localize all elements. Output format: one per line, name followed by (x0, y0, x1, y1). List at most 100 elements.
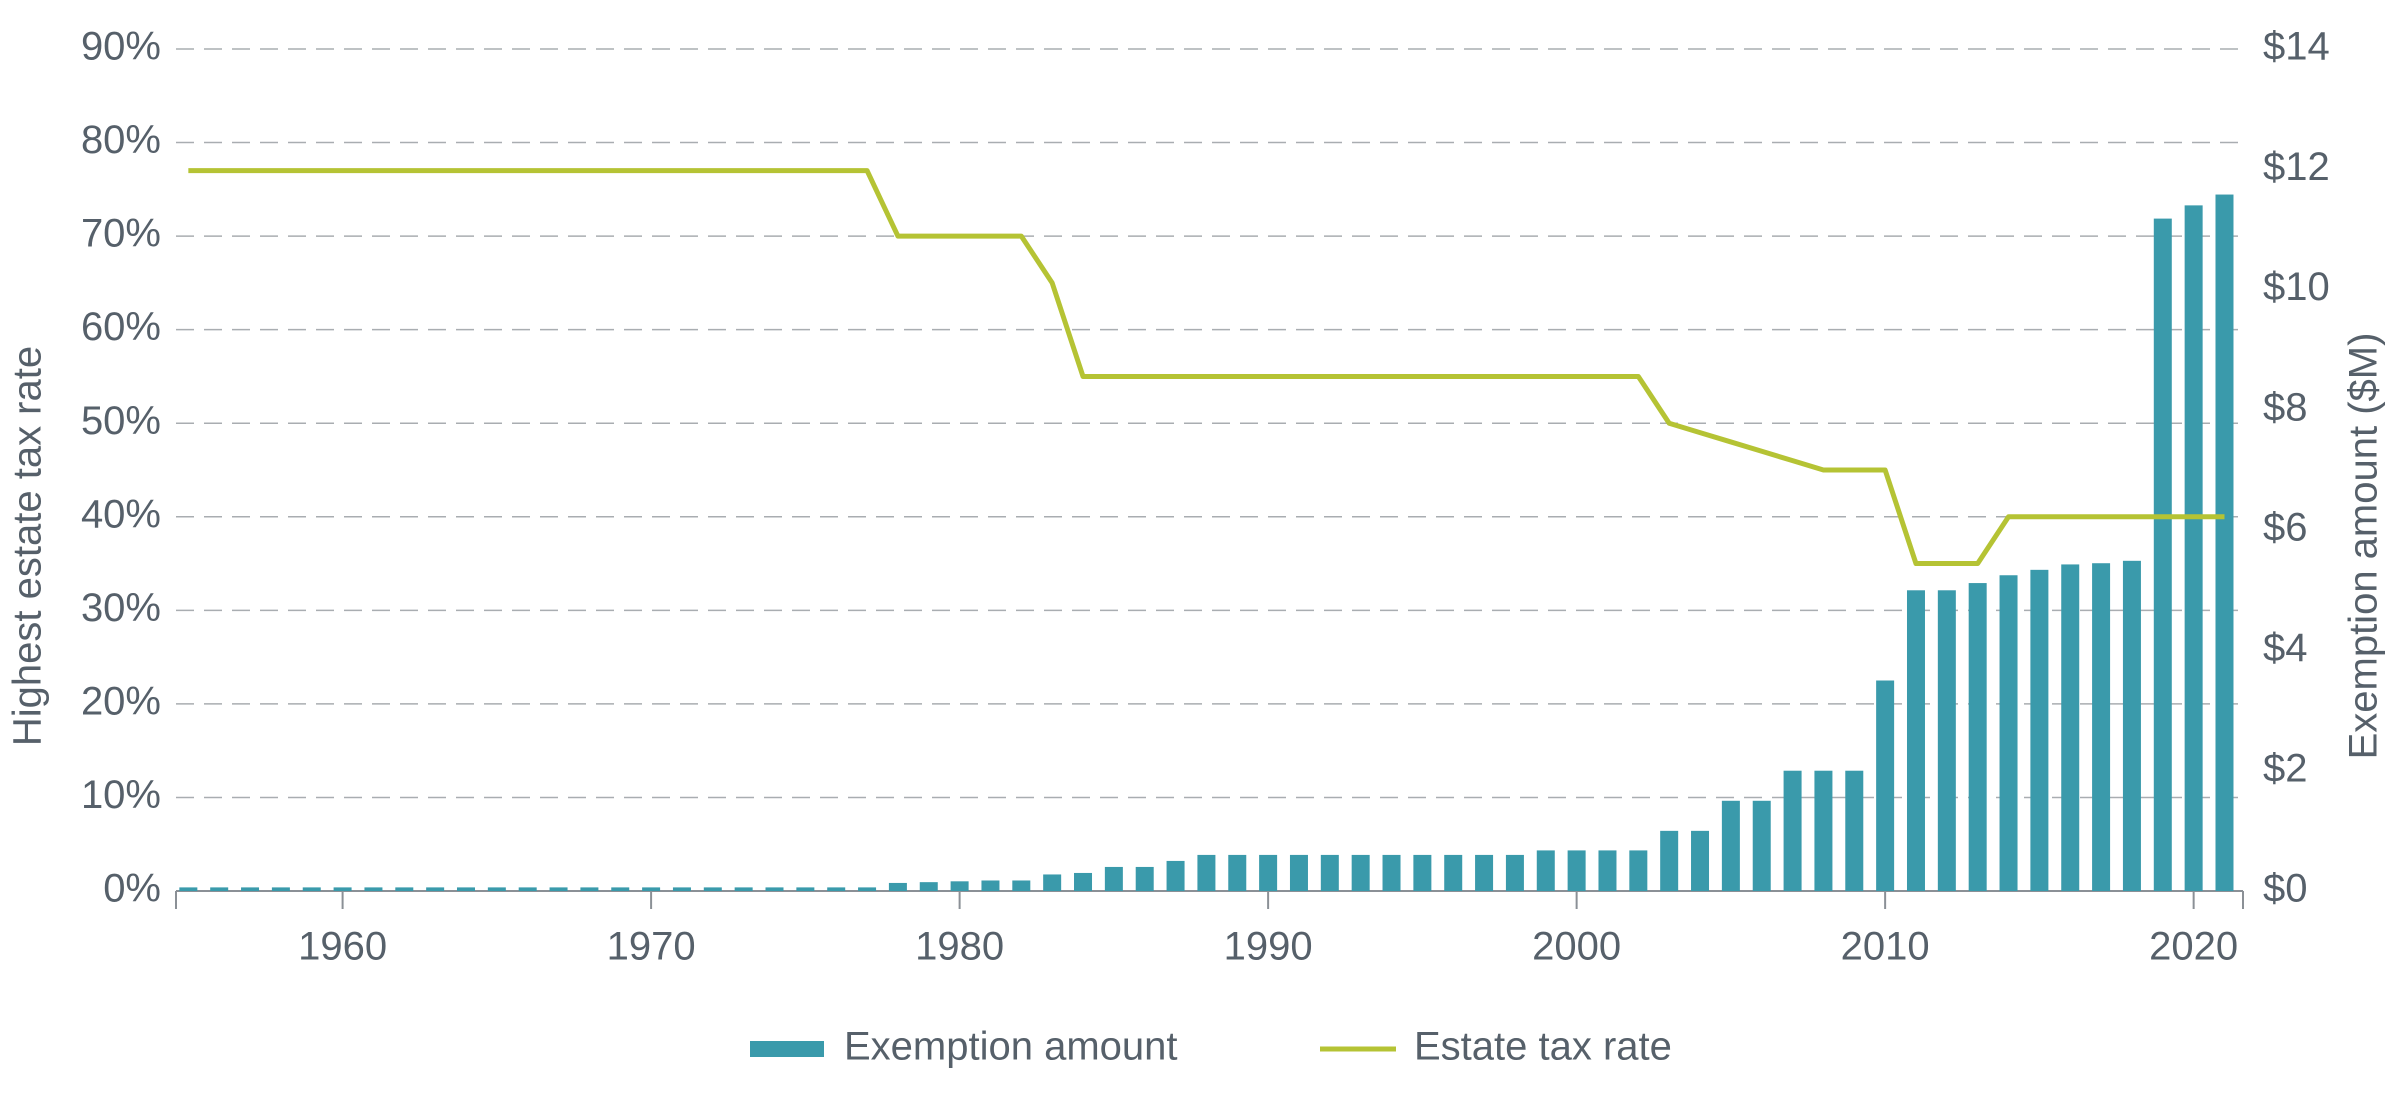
bar (1135, 866, 1154, 891)
bar (1660, 830, 1679, 891)
bar (1536, 850, 1555, 891)
bar (241, 887, 260, 891)
bar (765, 887, 784, 891)
bar (2061, 564, 2080, 891)
y-tick-label: 90% (81, 25, 161, 69)
x-tick-label: 2020 (2149, 925, 2238, 969)
bar (456, 887, 475, 891)
bar (1413, 854, 1432, 891)
bar (1752, 800, 1771, 891)
x-tick-label: 1980 (915, 925, 1004, 969)
bar (888, 882, 907, 891)
bar (1814, 770, 1833, 891)
x-tick-label: 1990 (1224, 925, 1313, 969)
bar (1906, 590, 1925, 891)
bar (1937, 590, 1956, 891)
bar (1043, 874, 1062, 891)
bar (1876, 680, 1895, 891)
bar (1320, 854, 1339, 891)
bar (919, 882, 938, 891)
bar (1289, 854, 1308, 891)
bar (1166, 860, 1185, 891)
y-tick-label: 40% (81, 492, 161, 536)
y2-tick-label: $8 (2263, 385, 2308, 429)
bar (1999, 575, 2018, 891)
bar (426, 887, 445, 891)
bar (1968, 583, 1987, 891)
y2-tick-label: $10 (2263, 265, 2330, 309)
bar (858, 887, 877, 891)
bar (395, 887, 414, 891)
bar (1505, 854, 1524, 891)
bar (2184, 205, 2203, 891)
bar (796, 887, 815, 891)
bar (981, 880, 1000, 891)
x-tick-label: 2000 (1532, 925, 1621, 969)
bar (333, 887, 352, 891)
bar (1074, 872, 1093, 891)
y-tick-label: 0% (103, 867, 161, 911)
bar (364, 887, 383, 891)
bar (302, 887, 321, 891)
x-tick-label: 2010 (1841, 925, 1930, 969)
bar (179, 887, 198, 891)
bar (703, 887, 722, 891)
bar (1783, 770, 1802, 891)
bar (734, 887, 753, 891)
bar (1197, 854, 1216, 891)
bar (2030, 569, 2049, 891)
y-tick-label: 70% (81, 212, 161, 256)
y-tick-label: 50% (81, 399, 161, 443)
bar (1567, 850, 1586, 891)
bar (1629, 850, 1648, 891)
y-tick-label: 80% (81, 118, 161, 162)
y2-tick-label: $12 (2263, 145, 2330, 189)
y-tick-label: 30% (81, 586, 161, 630)
bar (950, 881, 969, 891)
legend-swatch (750, 1041, 824, 1057)
bar (1691, 830, 1710, 891)
x-tick-label: 1960 (298, 925, 387, 969)
x-tick-label: 1970 (607, 925, 696, 969)
y2-tick-label: $0 (2263, 867, 2308, 911)
y-tick-label: 60% (81, 305, 161, 349)
bar (2122, 560, 2141, 891)
legend-label: Estate tax rate (1414, 1025, 1672, 1069)
bar (827, 887, 846, 891)
y2-tick-label: $2 (2263, 746, 2308, 790)
legend-label: Exemption amount (844, 1025, 1178, 1069)
bar (1845, 770, 1864, 891)
y2-axis-title: Exemption amount ($M) (2342, 333, 2386, 760)
y2-tick-label: $6 (2263, 506, 2308, 550)
y-tick-label: 10% (81, 773, 161, 817)
bar (210, 887, 229, 891)
line (188, 168, 2225, 567)
bar (611, 887, 630, 891)
bar (2092, 563, 2111, 891)
bar (2215, 194, 2234, 891)
y2-tick-label: $14 (2263, 25, 2330, 69)
y-axis-title: Highest estate tax rate (6, 346, 50, 746)
bar (1351, 854, 1370, 891)
bar (1259, 854, 1278, 891)
y2-tick-label: $4 (2263, 626, 2308, 670)
bar (1382, 854, 1401, 891)
bar (1598, 850, 1617, 891)
bar (487, 887, 506, 891)
bar (1475, 854, 1494, 891)
bar (1228, 854, 1247, 891)
bar (1444, 854, 1463, 891)
bar (1104, 866, 1123, 891)
bar (518, 887, 537, 891)
bar (271, 887, 290, 891)
bar (672, 887, 691, 891)
bar (2153, 218, 2172, 892)
bar (1721, 800, 1740, 891)
bar (549, 887, 568, 891)
bar (642, 887, 661, 891)
y-tick-label: 20% (81, 679, 161, 723)
bar (580, 887, 599, 891)
bar (1012, 880, 1031, 891)
